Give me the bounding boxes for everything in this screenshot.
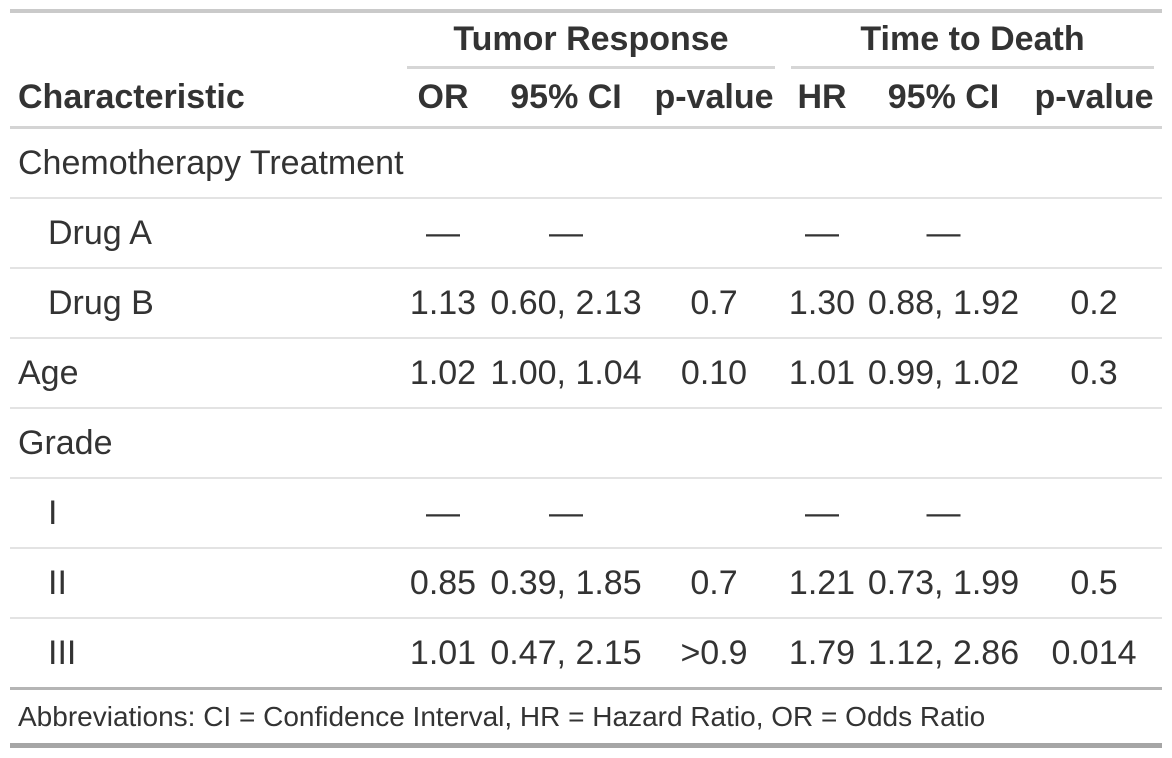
cell-p-tumor: [645, 409, 783, 479]
abbreviations-footnote: Abbreviations: CI = Confidence Interval,…: [10, 687, 1162, 743]
table-row: Age 1.02 1.00, 1.04 0.10 1.01 0.99, 1.02…: [10, 339, 1162, 409]
cell-hr: 1.01: [783, 339, 861, 409]
row-label: Drug B: [10, 269, 399, 339]
cell-hr: 1.79: [788, 633, 856, 672]
row-label: Drug A: [10, 199, 399, 269]
cell-ci-tumor: —: [487, 479, 645, 549]
cell-ci-tumor: [487, 409, 645, 479]
cell-or: —: [399, 199, 487, 269]
cell-p-death: [1026, 479, 1162, 549]
cell-p-tumor: [645, 199, 783, 269]
cell-ci-tumor: 0.47, 2.15: [490, 633, 642, 672]
column-header-row: Characteristic OR 95% CI p-value HR 95% …: [10, 69, 1162, 129]
cell-or: 1.13: [399, 269, 487, 339]
cell-ci-death: 1.12, 2.86: [867, 633, 1020, 672]
cell-ci-death: 0.73, 1.99: [861, 549, 1026, 619]
column-header-or: OR: [399, 69, 487, 129]
cell-ci-death: 0.88, 1.92: [861, 269, 1026, 339]
column-header-ci-tumor: 95% CI: [487, 69, 645, 129]
table-row: Drug A — — — —: [10, 199, 1162, 269]
cell-ci-death: —: [861, 199, 1026, 269]
cell-p-death: 0.014: [1051, 633, 1137, 672]
spanner-time-to-death: Time to Death: [783, 13, 1162, 69]
cell-ci-tumor: —: [487, 199, 645, 269]
row-label: Grade: [10, 409, 399, 479]
row-label: III: [48, 633, 77, 672]
cell-ci-tumor: [487, 129, 645, 199]
cell-or: 1.01: [409, 633, 477, 672]
table-row: III 1.01 0.47, 2.15 >0.9 1.79 1.12, 2.86…: [10, 619, 1162, 687]
cell-or: [399, 129, 487, 199]
table-row: Chemotherapy Treatment: [10, 129, 1162, 199]
cell-p-death: 0.3: [1026, 339, 1162, 409]
cell-p-tumor: 0.7: [645, 269, 783, 339]
column-header-p-death: p-value: [1026, 69, 1162, 129]
regression-summary-table: Tumor Response Time to Death Characteris…: [10, 9, 1162, 748]
cell-p-death: 0.2: [1026, 269, 1162, 339]
cell-ci-tumor: 0.60, 2.13: [487, 269, 645, 339]
cell-p-death: [1026, 409, 1162, 479]
cell-ci-tumor: 0.39, 1.85: [487, 549, 645, 619]
cell-p-tumor: 0.7: [645, 549, 783, 619]
cell-hr: 1.30: [783, 269, 861, 339]
cell-or: —: [399, 479, 487, 549]
table-row: I — — — —: [10, 479, 1162, 549]
column-header-characteristic: Characteristic: [10, 69, 399, 129]
cell-p-tumor: [645, 129, 783, 199]
cell-p-tumor: 0.10: [645, 339, 783, 409]
row-label: Age: [10, 339, 399, 409]
column-header-p-tumor: p-value: [645, 69, 783, 129]
spanner-tumor-response: Tumor Response: [399, 13, 783, 69]
row-label: I: [10, 479, 399, 549]
cell-ci-death: 0.99, 1.02: [861, 339, 1026, 409]
spanner-stub-spacer: [10, 13, 399, 69]
table-row: Grade: [10, 409, 1162, 479]
cell-hr: —: [783, 479, 861, 549]
cell-ci-death: —: [861, 479, 1026, 549]
cell-hr: —: [783, 199, 861, 269]
row-label: Chemotherapy Treatment: [10, 129, 404, 199]
spanner-row: Tumor Response Time to Death: [10, 13, 1162, 69]
footnote-row: Abbreviations: CI = Confidence Interval,…: [10, 687, 1162, 743]
cell-or: 1.02: [399, 339, 487, 409]
cell-p-death: 0.5: [1026, 549, 1162, 619]
table-row: II 0.85 0.39, 1.85 0.7 1.21 0.73, 1.99 0…: [10, 549, 1162, 619]
column-header-ci-death: 95% CI: [861, 69, 1026, 129]
cell-or: [399, 409, 487, 479]
cell-hr: [783, 129, 861, 199]
cell-ci-death: [861, 409, 1026, 479]
cell-p-tumor: [645, 479, 783, 549]
table-row: Drug B 1.13 0.60, 2.13 0.7 1.30 0.88, 1.…: [10, 269, 1162, 339]
cell-ci-death: [861, 129, 1026, 199]
row-label: II: [10, 549, 399, 619]
cell-ci-tumor: 1.00, 1.04: [487, 339, 645, 409]
cell-hr: [783, 409, 861, 479]
cell-p-death: [1026, 129, 1162, 199]
spanner-time-to-death-label: Time to Death: [791, 13, 1154, 69]
column-header-hr: HR: [783, 69, 861, 129]
cell-or: 0.85: [399, 549, 487, 619]
cell-hr: 1.21: [783, 549, 861, 619]
spanner-tumor-response-label: Tumor Response: [407, 13, 775, 69]
cell-p-tumor: >0.9: [680, 633, 748, 672]
cell-p-death: [1026, 199, 1162, 269]
